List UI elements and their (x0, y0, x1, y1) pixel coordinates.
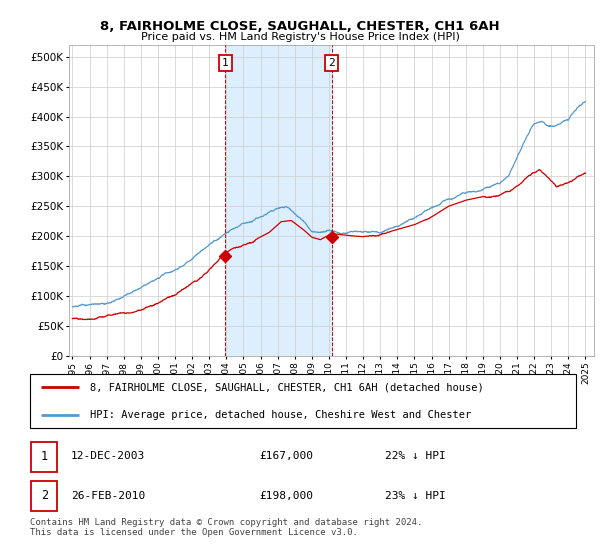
Text: £198,000: £198,000 (259, 491, 313, 501)
Text: Price paid vs. HM Land Registry's House Price Index (HPI): Price paid vs. HM Land Registry's House … (140, 32, 460, 42)
Text: 22% ↓ HPI: 22% ↓ HPI (385, 451, 446, 461)
Text: 2: 2 (328, 58, 335, 68)
Text: 23% ↓ HPI: 23% ↓ HPI (385, 491, 446, 501)
Text: £167,000: £167,000 (259, 451, 313, 461)
Bar (31, 481, 58, 511)
Text: HPI: Average price, detached house, Cheshire West and Chester: HPI: Average price, detached house, Ches… (90, 410, 472, 419)
Text: 12-DEC-2003: 12-DEC-2003 (71, 451, 145, 461)
Text: 8, FAIRHOLME CLOSE, SAUGHALL, CHESTER, CH1 6AH (detached house): 8, FAIRHOLME CLOSE, SAUGHALL, CHESTER, C… (90, 382, 484, 392)
Text: 2: 2 (41, 489, 48, 502)
Bar (226, 45, 332, 356)
Text: 26-FEB-2010: 26-FEB-2010 (71, 491, 145, 501)
Text: 8, FAIRHOLME CLOSE, SAUGHALL, CHESTER, CH1 6AH: 8, FAIRHOLME CLOSE, SAUGHALL, CHESTER, C… (100, 20, 500, 32)
Text: 1: 1 (222, 58, 229, 68)
Text: 1: 1 (41, 450, 48, 463)
Bar (31, 442, 58, 472)
Text: Contains HM Land Registry data © Crown copyright and database right 2024.
This d: Contains HM Land Registry data © Crown c… (30, 518, 422, 538)
